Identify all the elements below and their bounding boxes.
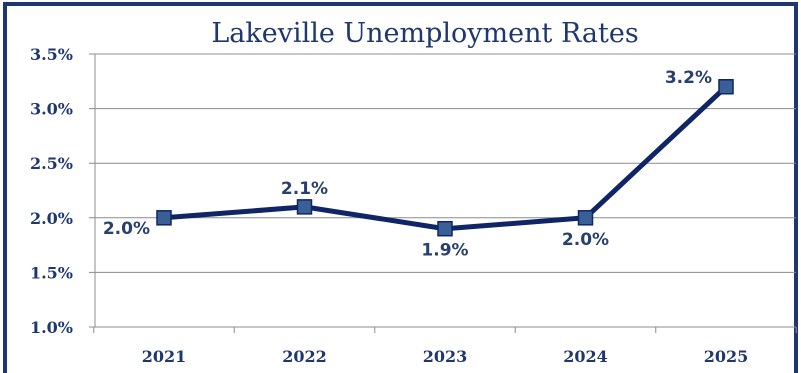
y-tick-label: 3.5% [30, 45, 73, 64]
x-tick-label: 2022 [282, 347, 327, 366]
grid [89, 53, 796, 328]
series-line-path [161, 84, 729, 232]
y-tick-label: 1.5% [30, 263, 73, 282]
data-point-marker [296, 199, 313, 215]
y-axis: 1.0% 1.5% 2.0% 2.5% 3.0% 3.5% [30, 45, 73, 337]
data-label: 2.0% [562, 230, 609, 250]
data-point-marker [718, 79, 734, 95]
y-tick-label: 1.0% [30, 318, 73, 337]
y-tick-label: 3.0% [30, 100, 73, 119]
x-tick-label: 2025 [704, 347, 749, 366]
x-tick-label: 2021 [142, 347, 187, 366]
x-axis: 2021 2022 2023 2024 2025 [93, 327, 797, 366]
data-label: 2.0% [103, 219, 150, 239]
chart-border [3, 2, 798, 373]
data-label: 1.9% [421, 241, 468, 261]
data-point-marker [577, 210, 594, 226]
y-tick-label: 2.5% [30, 154, 73, 173]
data-labels: 2.0% 2.1% 1.9% 2.0% 3.2% [103, 68, 712, 261]
data-point-marker [437, 220, 453, 237]
data-label: 2.1% [281, 179, 328, 199]
x-tick-label: 2024 [563, 347, 608, 366]
data-label: 3.2% [665, 68, 712, 88]
x-tick-label: 2023 [423, 347, 468, 366]
y-tick-label: 2.0% [30, 209, 73, 228]
data-point-marker [156, 210, 172, 226]
chart-title: Lakeville Unemployment Rates [211, 18, 638, 49]
series-line [161, 84, 729, 232]
series-markers [156, 79, 734, 237]
